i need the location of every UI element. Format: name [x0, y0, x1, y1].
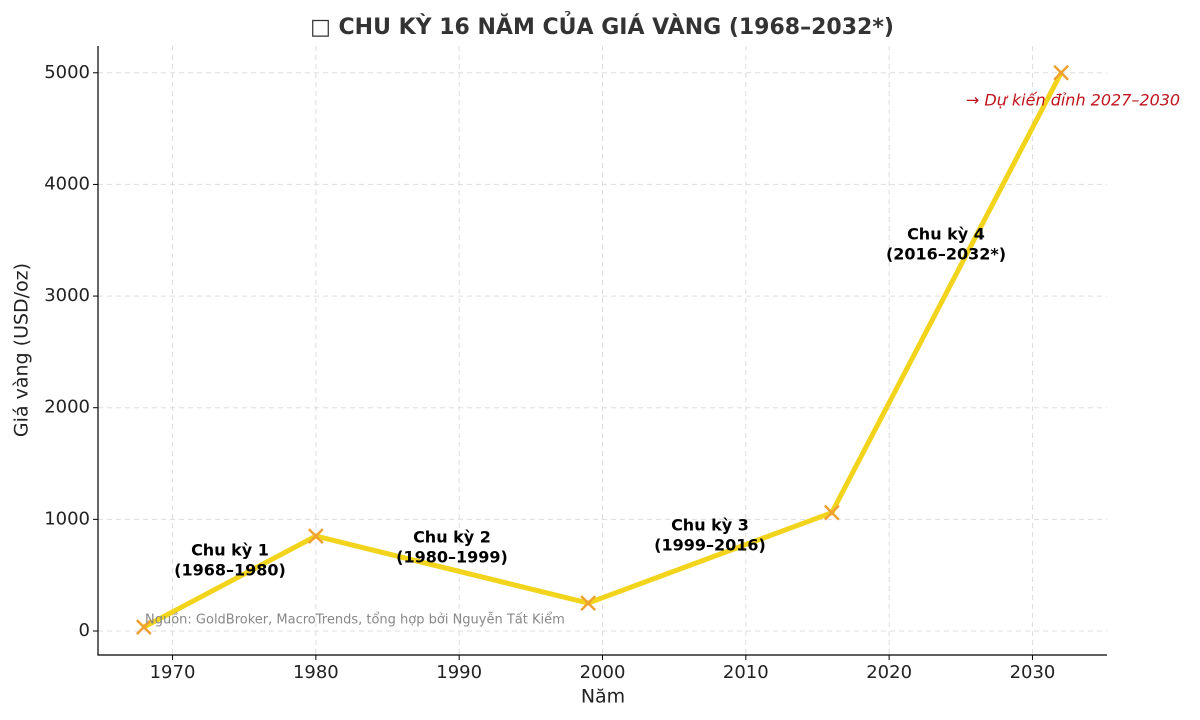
y-tick-label: 0	[79, 620, 90, 641]
x-tick-label: 1970	[150, 662, 196, 683]
x-tick-label: 2020	[866, 662, 912, 683]
x-tick-label: 1990	[436, 662, 482, 683]
cycle-annotation: Chu kỳ 1	[191, 541, 269, 560]
axes	[97, 46, 1107, 656]
y-tick-label: 4000	[44, 173, 90, 194]
y-tick-label: 3000	[44, 285, 90, 306]
data-point	[135, 619, 152, 635]
cycle-annotation: (2016–2032*)	[886, 245, 1006, 264]
cycle-annotation: Chu kỳ 3	[671, 516, 749, 535]
y-axis-label: Giá vàng (USD/oz)	[11, 263, 33, 437]
forecast-note: → Dự kiến đỉnh 2027–2030	[966, 91, 1180, 110]
data-point	[580, 595, 597, 611]
data-point	[1053, 64, 1070, 81]
source-note: Nguồn: GoldBroker, MacroTrends, tổng hợp…	[145, 613, 565, 628]
x-tick-label: 2000	[580, 662, 626, 683]
chart-title: □ CHU KỲ 16 NĂM CỦA GIÁ VÀNG (1968–2032*…	[310, 12, 894, 40]
cycle-annotation: Chu kỳ 2	[413, 528, 491, 547]
y-tick-label: 5000	[44, 62, 90, 83]
x-tick-label: 2030	[1010, 662, 1056, 683]
cycle-annotation: (1968–1980)	[174, 561, 286, 580]
x-tick-label: 2010	[723, 662, 769, 683]
x-tick-label: 1980	[293, 662, 339, 683]
cycle-annotation: (1980–1999)	[396, 548, 508, 567]
data-point	[823, 504, 840, 521]
y-tick-label: 2000	[44, 397, 90, 418]
data-point	[307, 528, 324, 544]
cycle-annotation: Chu kỳ 4	[907, 225, 985, 244]
x-axis-label: Năm	[581, 686, 625, 708]
cycle-annotation: (1999–2016)	[654, 536, 766, 555]
y-tick-label: 1000	[44, 508, 90, 529]
